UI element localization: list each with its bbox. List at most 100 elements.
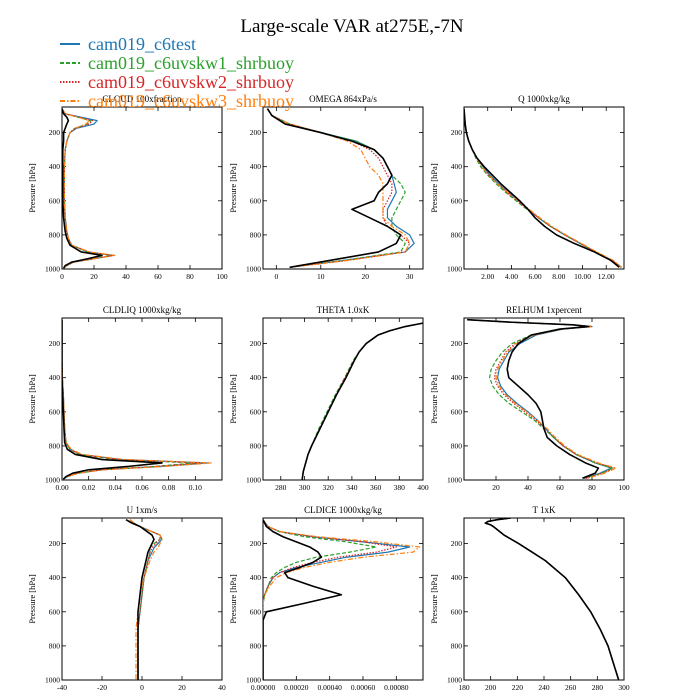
x-tick-label: 0.00020: [284, 683, 309, 692]
panel-title: CLDLIQ 1000xkg/kg: [103, 305, 182, 315]
y-tick-label: 200: [451, 339, 463, 348]
x-tick-label: 4.00: [505, 272, 518, 281]
cam019_c6test-line: [464, 108, 622, 268]
series-group: [62, 319, 212, 480]
reference-line: [125, 519, 155, 680]
y-tick-label: 800: [250, 441, 262, 450]
x-tick-label: 0.06: [135, 483, 148, 492]
y-tick-label: 200: [49, 539, 61, 548]
x-tick-label: 80: [186, 272, 194, 281]
cam019_c6uvskw3_shrbuoy-line: [484, 518, 620, 680]
y-tick-label: 400: [250, 573, 262, 582]
y-axis-label: Pressure [hPa]: [27, 374, 37, 424]
y-tick-label: 400: [451, 373, 463, 382]
reference-line: [266, 108, 402, 269]
x-tick-label: 0: [140, 683, 144, 692]
x-tick-label: 200: [485, 683, 497, 692]
y-tick-label: 200: [250, 539, 262, 548]
x-tick-label: 0: [274, 272, 278, 281]
reference-line: [62, 108, 103, 269]
y-axis-label: Pressure [hPa]: [228, 374, 238, 424]
cam019_c6uvskw3_shrbuoy-line: [62, 108, 116, 269]
y-tick-label: 200: [49, 128, 61, 137]
y-tick-label: 1000: [447, 265, 462, 274]
x-tick-label: 100: [618, 483, 630, 492]
plot-frame: [463, 317, 625, 481]
plot-frame: [262, 106, 424, 270]
y-tick-label: 400: [49, 573, 61, 582]
cam019_c6uvskw3_shrbuoy-line: [263, 519, 421, 680]
y-tick-label: 400: [250, 373, 262, 382]
reference-line: [484, 518, 620, 680]
x-tick-label: 0.00: [55, 483, 68, 492]
y-tick-label: 600: [49, 196, 61, 205]
series-group: [62, 108, 116, 269]
y-tick-label: 400: [250, 162, 262, 171]
series-group: [467, 318, 617, 480]
x-tick-label: 300: [618, 683, 630, 692]
x-tick-label: 40: [218, 683, 226, 692]
x-tick-label: 240: [538, 683, 550, 692]
y-tick-label: 800: [451, 230, 463, 239]
cam019_c6uvskw2_shrbuoy-line: [467, 319, 616, 479]
x-tick-label: 320: [323, 483, 335, 492]
series-group: [263, 519, 421, 680]
y-tick-label: 200: [451, 128, 463, 137]
y-tick-label: 600: [451, 196, 463, 205]
y-tick-label: 1000: [45, 476, 60, 485]
y-tick-label: 600: [451, 407, 463, 416]
legend-entry: cam019_c6uvskw1_shrbuoy: [88, 53, 294, 73]
plot-frame: [262, 517, 424, 681]
y-tick-label: 600: [250, 196, 262, 205]
y-tick-label: 600: [49, 607, 61, 616]
cam019_c6uvskw2_shrbuoy-line: [484, 518, 620, 680]
y-tick-label: 800: [451, 641, 463, 650]
panel-title: THETA 1.0xK: [317, 305, 370, 315]
panel-title: OMEGA 864xPa/s: [309, 94, 377, 104]
y-tick-label: 1000: [447, 676, 462, 685]
y-axis-label: Pressure [hPa]: [228, 574, 238, 624]
y-tick-label: 600: [250, 607, 262, 616]
cam019_c6uvskw3_shrbuoy-line: [266, 108, 411, 268]
y-tick-label: 200: [250, 339, 262, 348]
x-tick-label: 100: [216, 272, 228, 281]
x-tick-label: 2.00: [481, 272, 494, 281]
x-tick-label: 8.00: [552, 272, 565, 281]
x-tick-label: 0.00000: [251, 683, 276, 692]
x-tick-label: -40: [57, 683, 67, 692]
x-tick-label: 0.00080: [384, 683, 409, 692]
x-tick-label: 300: [299, 483, 311, 492]
y-tick-label: 200: [451, 539, 463, 548]
y-tick-label: 800: [451, 441, 463, 450]
y-axis-label: Pressure [hPa]: [429, 163, 439, 213]
x-tick-label: 60: [154, 272, 162, 281]
panel-title: RELHUM 1xpercent: [506, 305, 582, 315]
plot-frame: [61, 106, 223, 270]
y-tick-label: 1000: [246, 476, 261, 485]
panel-title: CLOUD 100xfraction: [102, 94, 182, 104]
x-tick-label: 20: [492, 483, 500, 492]
x-tick-label: 0.08: [162, 483, 175, 492]
y-tick-label: 800: [49, 441, 61, 450]
panel-2: Q 1000xkg/kg Pressure [hPa] 200 400 600 800 10…: [429, 94, 625, 281]
x-tick-label: 20: [178, 683, 186, 692]
y-axis-label: Pressure [hPa]: [429, 574, 439, 624]
cam019_c6uvskw2_shrbuoy-line: [464, 108, 622, 268]
cam019_c6test-line: [129, 519, 163, 680]
x-tick-label: 340: [346, 483, 358, 492]
x-tick-label: 40: [122, 272, 130, 281]
x-tick-label: -20: [97, 683, 107, 692]
y-tick-label: 800: [49, 230, 61, 239]
y-tick-label: 200: [49, 339, 61, 348]
x-tick-label: 220: [512, 683, 524, 692]
cam019_c6uvskw3_shrbuoy-line: [467, 319, 617, 479]
figure-title: Large-scale VAR at275E,-7N: [240, 16, 463, 37]
y-axis-label: Pressure [hPa]: [27, 574, 37, 624]
series-group: [464, 108, 623, 268]
x-tick-label: 20: [90, 272, 98, 281]
series-group: [266, 108, 415, 269]
panel-7: CLDICE 1000xkg/kg Pressure [hPa] 200 400 600…: [228, 505, 424, 692]
